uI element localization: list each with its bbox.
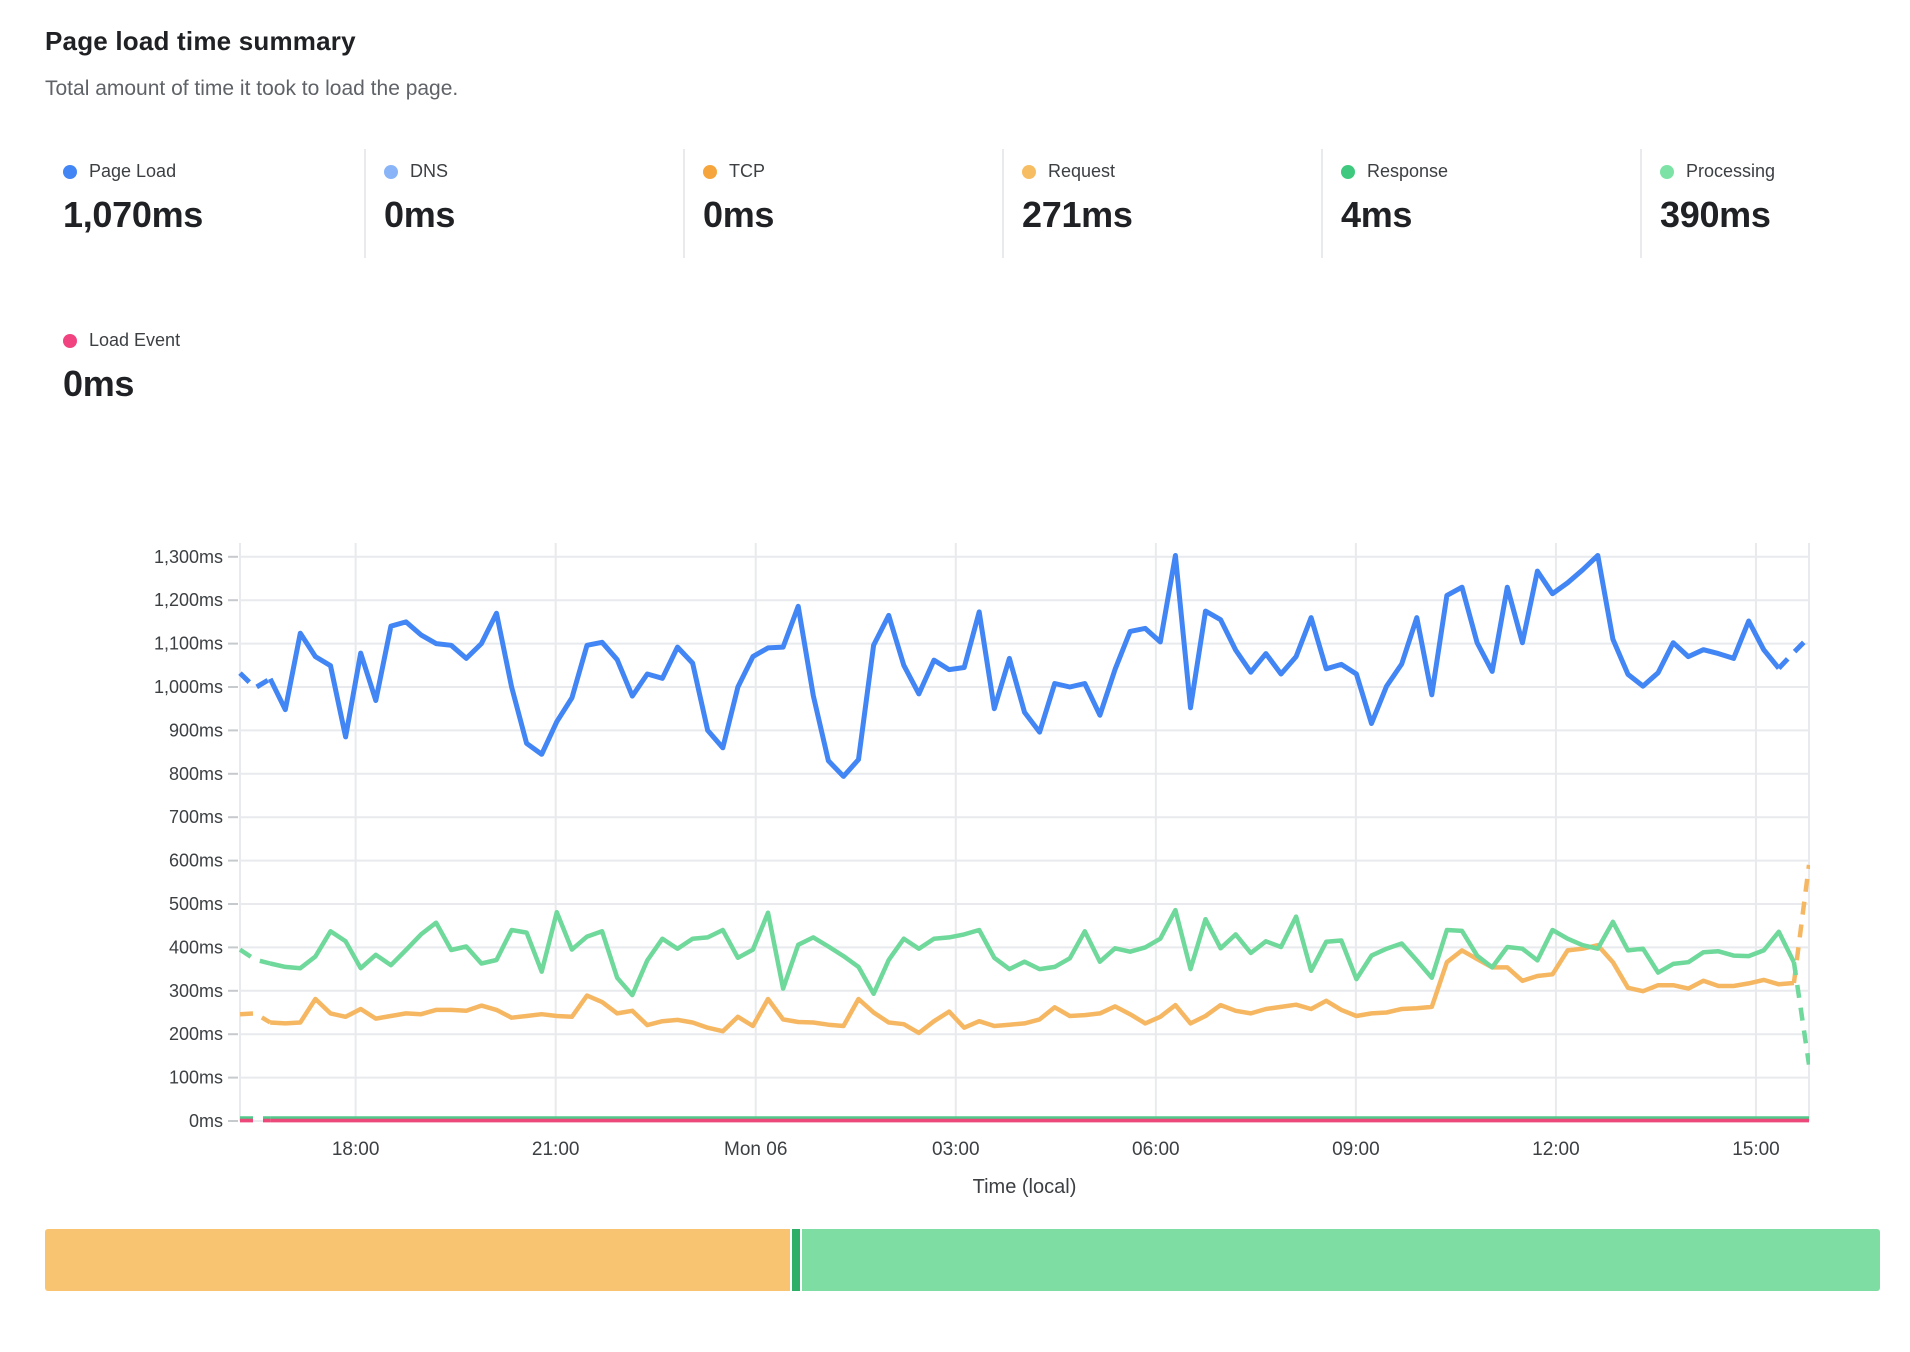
metric-label: Response [1367, 161, 1449, 181]
series-line-request [239, 1011, 272, 1025]
y-tick-label: 200ms [169, 1024, 223, 1044]
metric-label: Page Load [89, 161, 177, 181]
metric-head: DNS [384, 161, 683, 182]
metric-response: Response 4ms [1321, 149, 1640, 258]
metric-head: Page Load [63, 161, 364, 182]
metric-value: 1,070ms [63, 194, 204, 235]
tcp-legend-dot-icon [703, 164, 717, 179]
metric-label: Request [1048, 161, 1116, 181]
x-tick-label: 21:00 [532, 1139, 580, 1160]
x-tick-label: Mon 06 [724, 1139, 787, 1160]
metrics-row: Page Load 1,070ms DNS 0ms TCP 0ms Reques… [45, 149, 1880, 258]
metric-value: 271ms [1022, 194, 1133, 235]
load-time-chart[interactable]: 0ms 100ms 200ms 300ms 400ms 500ms 600ms 700ms 80… [45, 543, 1810, 1203]
dns-legend-dot-icon [384, 164, 398, 179]
timeline-distribution-bar[interactable] [45, 1229, 1880, 1291]
y-tick-label: 400ms [169, 937, 223, 957]
page-load-legend-dot-icon [63, 164, 77, 179]
metric-head: TCP [703, 161, 1002, 182]
load-event-legend-dot-icon [63, 333, 77, 348]
chart-area: 0ms 100ms 200ms 300ms 400ms 500ms 600ms 700ms 80… [45, 543, 1880, 1203]
metric-label: TCP [729, 161, 765, 181]
metric-label: DNS [410, 161, 449, 181]
series-line-page-load [238, 671, 272, 691]
processing-legend-dot-icon [1660, 164, 1674, 179]
metric-head: Request [1022, 161, 1321, 182]
bar-segment-processing-share [801, 1229, 1880, 1291]
series-line-request [270, 942, 1795, 1036]
metric-value: 4ms [1341, 194, 1413, 235]
y-tick-label: 1,300ms [154, 547, 223, 567]
y-tick-label: 0ms [189, 1111, 223, 1131]
metric-label: Load Event [89, 330, 181, 350]
x-tick-label: 12:00 [1532, 1139, 1580, 1160]
metric-request: Request 271ms [1002, 149, 1321, 258]
metric-value: 0ms [703, 194, 775, 235]
metric-value: 0ms [384, 194, 456, 235]
y-tick-label: 1,200ms [154, 590, 223, 610]
metric-tcp: TCP 0ms [683, 149, 1002, 258]
series-line-request [1791, 864, 1810, 984]
y-tick-label: 100ms [169, 1068, 223, 1088]
metric-value: 390ms [1660, 194, 1771, 235]
metric-head: Load Event [63, 330, 180, 351]
series-line-processing [238, 947, 271, 966]
x-tick-label: 03:00 [932, 1139, 980, 1160]
metric-head: Processing [1660, 161, 1910, 182]
metric-load-event: Load Event 0ms [45, 318, 180, 427]
y-tick-label: 600ms [169, 851, 223, 871]
metric-page-load: Page Load 1,070ms [45, 149, 364, 258]
series-line-processing [269, 907, 1796, 998]
x-tick-label: 15:00 [1732, 1139, 1780, 1160]
series-line-page-load [1776, 635, 1810, 671]
series-line-processing [1791, 961, 1810, 1065]
y-tick-label: 700ms [169, 807, 223, 827]
y-tick-label: 900ms [169, 720, 223, 740]
request-legend-dot-icon [1022, 164, 1036, 179]
page-title: Page load time summary [45, 26, 356, 56]
x-tick-label: 06:00 [1132, 1139, 1180, 1160]
y-tick-label: 1,000ms [154, 677, 223, 697]
page-subtitle: Total amount of time it took to load the… [45, 77, 459, 100]
x-tick-label: 18:00 [332, 1139, 380, 1160]
series-line-page-load [267, 553, 1781, 779]
metrics-row-secondary: Load Event 0ms [45, 318, 1880, 427]
metric-processing: Processing 390ms [1640, 149, 1910, 258]
x-tick-label: 09:00 [1332, 1139, 1380, 1160]
y-tick-label: 500ms [169, 894, 223, 914]
metric-label: Processing [1686, 161, 1776, 181]
y-tick-label: 800ms [169, 764, 223, 784]
metric-value: 0ms [63, 363, 135, 404]
x-axis-title: Time (local) [973, 1176, 1077, 1198]
response-legend-dot-icon [1341, 164, 1355, 179]
metric-dns: DNS 0ms [364, 149, 683, 258]
bar-segment-divider [790, 1229, 802, 1291]
bar-segment-request-share [45, 1229, 791, 1291]
page-load-summary-panel: Page load time summary Total amount of t… [45, 26, 1880, 1291]
metric-head: Response [1341, 161, 1640, 182]
y-tick-label: 1,100ms [154, 634, 223, 654]
y-tick-label: 300ms [169, 981, 223, 1001]
